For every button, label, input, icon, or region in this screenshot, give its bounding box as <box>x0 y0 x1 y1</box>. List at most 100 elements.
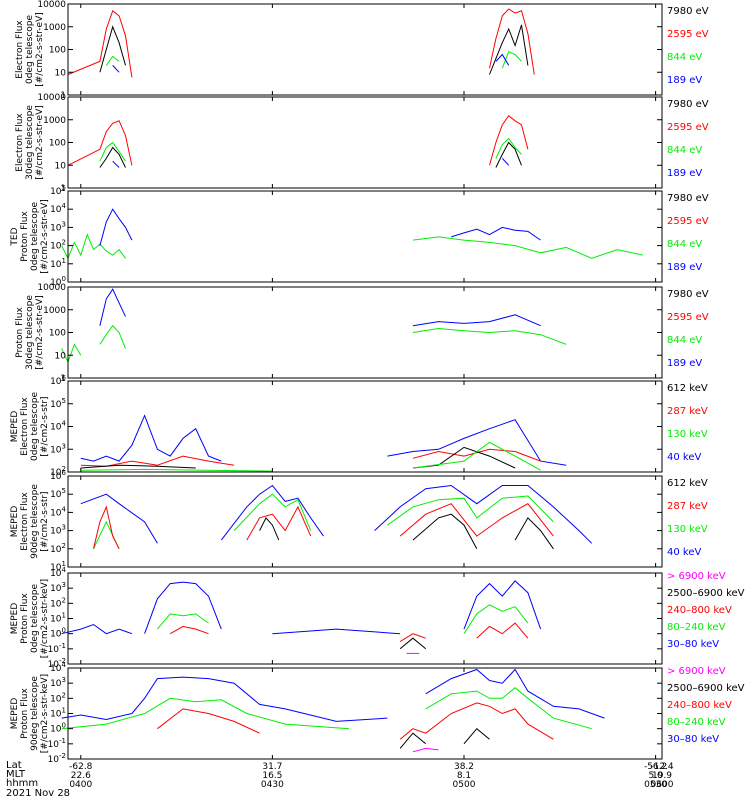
series-line-black <box>489 24 529 75</box>
lat-tick-label: 38.2 <box>454 762 474 772</box>
series-line-blue <box>144 581 222 634</box>
panel-1: 1 10 100 1000 10000 Electron Flux 0deg telesco… <box>15 0 709 101</box>
series-line-green <box>425 687 592 730</box>
mlt-tick-label: 22.6 <box>71 771 91 781</box>
legend-entry: 287 keV <box>667 501 708 512</box>
legend-entry: 7980 eV <box>667 99 709 110</box>
hhmm-tick-label: 0430 <box>261 780 284 790</box>
y-tick-label: 1 <box>60 374 66 384</box>
series-line-green <box>99 141 126 162</box>
y-axis-label-line: MEPED <box>10 411 20 443</box>
panel-frame <box>67 286 663 379</box>
y-axis-label-line: Proton Flux <box>15 307 25 358</box>
y-axis-label-line: [#/cm2-s-str] <box>40 491 50 551</box>
y-axis-label-line: 90deg telescope <box>30 484 40 559</box>
panel-frame <box>67 3 663 96</box>
y-tick-label: 103 <box>50 581 66 594</box>
series-line-green <box>412 441 541 471</box>
series-line-red <box>67 120 133 166</box>
series-line-red <box>412 448 541 462</box>
y-axis-label-line: 0deg telescope <box>30 202 40 272</box>
y-tick-label: 100 <box>50 722 66 735</box>
y-axis-label-line: [#/cm2-s-str-eV] <box>40 199 50 274</box>
legend-entry: 130 keV <box>667 524 708 535</box>
y-tick-label: 10000 <box>37 0 66 10</box>
y-tick-label: 103 <box>50 676 66 689</box>
y-tick-label: 103 <box>50 524 66 537</box>
legend-entry: 240–800 keV <box>667 605 732 616</box>
y-tick-label: 10 <box>55 161 67 171</box>
series-line-blue <box>451 226 541 241</box>
series-line-green <box>93 520 120 550</box>
legend-entry: > 6900 keV <box>667 571 726 582</box>
series-line-green <box>99 324 126 349</box>
y-tick-label: 105 <box>50 184 66 197</box>
series-line-blue <box>99 208 133 246</box>
lat-tick-label: -12.4 <box>650 762 674 772</box>
y-tick-label: 10-1 <box>48 642 66 655</box>
legend-entry: 189 eV <box>667 262 702 273</box>
y-tick-label: 10 <box>55 68 67 78</box>
series-line-blue <box>425 668 605 719</box>
series-line-blue <box>80 493 158 544</box>
series-line-red <box>246 505 312 541</box>
series-line-red <box>489 114 529 166</box>
y-tick-label: 104 <box>50 420 66 433</box>
series-line-green <box>412 236 643 259</box>
y-tick-label: 106 <box>50 374 66 387</box>
legend-entry: 30–80 keV <box>667 734 719 745</box>
series-line-green <box>61 343 82 364</box>
y-axis-label-line: 90deg telescope <box>30 676 40 751</box>
y-tick-label: 103 <box>50 220 66 233</box>
mlt-tick-label: 8.1 <box>457 771 471 781</box>
legend-entry: 130 keV <box>667 429 708 440</box>
legend-entry: 7980 eV <box>667 289 709 300</box>
legend-entry: 40 keV <box>667 452 701 463</box>
series-line-blue <box>61 676 388 722</box>
series-line-red <box>157 708 260 734</box>
y-tick-label: 104 <box>50 505 66 518</box>
series-line-red <box>476 622 529 639</box>
series-line-red <box>67 9 133 78</box>
panel-frame <box>67 475 663 568</box>
legend-entry: 844 eV <box>667 335 702 346</box>
date-label: 2021 Nov 28 <box>6 788 70 799</box>
series-line-blue <box>220 484 324 541</box>
legend-entry: 30–80 keV <box>667 639 719 650</box>
legend-entry: 844 eV <box>667 52 702 63</box>
series-line-black <box>80 464 196 469</box>
series-line-green <box>157 613 209 630</box>
panel-frame <box>67 96 663 189</box>
hhmm-tick-label: 0500 <box>453 780 476 790</box>
series-line-green <box>387 495 554 526</box>
y-tick-label: 102 <box>50 691 66 704</box>
y-tick-label: 10000 <box>37 283 66 293</box>
series-line-blue <box>80 414 222 462</box>
series-line-blue <box>99 288 126 326</box>
y-axis-label-line: [#/cm2-s-str] <box>40 396 50 456</box>
series-line-red <box>399 702 554 740</box>
y-tick-label: 102 <box>50 542 66 555</box>
legend-entry: > 6900 keV <box>667 666 726 677</box>
series-line-green <box>233 493 312 531</box>
mlt-tick-label: 16.5 <box>262 771 282 781</box>
legend-entry: 189 eV <box>667 168 702 179</box>
y-tick-label: 102 <box>50 596 66 609</box>
y-tick-label: 100 <box>49 139 66 149</box>
series-line-green <box>80 468 273 472</box>
y-tick-label: 1000 <box>43 23 66 33</box>
series-line-blue <box>112 65 120 73</box>
series-line-green <box>463 604 529 634</box>
y-axis-label-line: 0deg telescope <box>30 392 40 462</box>
legend-entry: 612 keV <box>667 383 708 394</box>
y-axis-label-line: Electron Flux <box>20 492 30 551</box>
legend-entry: 2595 eV <box>667 29 709 40</box>
legend-entry: 80–240 keV <box>667 622 726 633</box>
series-line-blue <box>463 580 542 630</box>
y-axis-label-line: MEPED <box>10 506 20 538</box>
y-axis-label-line: 0deg telescope <box>30 584 40 654</box>
lat-tick-label: 31.7 <box>262 762 282 772</box>
